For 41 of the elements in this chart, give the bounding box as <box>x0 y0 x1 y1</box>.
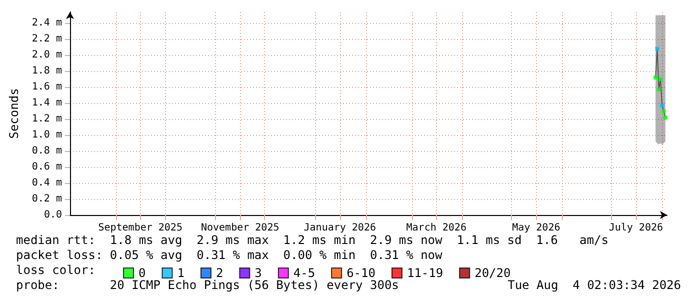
legend-label: 11-19 <box>406 266 444 280</box>
legend-title: loss color: <box>16 263 96 277</box>
x-tick-label: November 2025 <box>200 222 280 234</box>
point <box>663 115 668 120</box>
x-tick-label: July 2026 <box>608 222 664 234</box>
y-axis-title: Seconds <box>7 88 21 139</box>
legend-label: 0 <box>138 266 146 280</box>
point <box>662 109 666 114</box>
legend-label: 6-10 <box>346 266 376 280</box>
y-tick-label: 2.0 m <box>32 50 62 61</box>
legend-label: 1 <box>177 266 184 280</box>
point <box>656 88 661 92</box>
point <box>655 46 660 51</box>
point <box>658 77 662 82</box>
y-tick-label: 0.2 m <box>32 194 62 205</box>
legend-label: 2 <box>216 266 224 280</box>
x-tick-label: January 2026 <box>304 222 376 234</box>
legend-label: 4-5 <box>293 266 316 280</box>
line-series <box>655 48 666 118</box>
y-tick-label: 1.4 m <box>32 98 62 109</box>
y-tick-label: 1.0 m <box>32 130 62 141</box>
y-tick-label: 1.8 m <box>32 66 62 77</box>
point <box>660 104 664 108</box>
y-tick-label: 0.8 m <box>32 146 62 157</box>
x-tick-label: September 2025 <box>98 222 182 234</box>
legend-label: 20/20 <box>474 266 511 280</box>
text: median rtt: 1.8 ms avg 2.9 ms max 1.2 ms min 2.9 ms now 1.1 ms sd 1.6 am/s <box>16 233 608 247</box>
legend-label: 3 <box>254 266 262 280</box>
y-tick-label: 0.6 m <box>32 162 62 173</box>
x-tick-label: May 2026 <box>512 222 560 234</box>
point <box>654 76 658 80</box>
y-tick-label: 2.4 m <box>32 18 62 29</box>
y-tick-label: 1.2 m <box>32 114 62 125</box>
y-tick-label: 0.4 m <box>32 178 62 189</box>
x-tick-label: March 2026 <box>406 222 466 234</box>
y-tick-label: 2.2 m <box>32 34 62 45</box>
text: probe: 20 ICMP Echo Pings (56 Bytes) every 300s <box>16 278 399 292</box>
y-tick-label: 1.6 m <box>32 82 62 93</box>
text: Tue Aug 4 02:03:34 2026 <box>508 278 681 292</box>
y-tick-label: 0.0 <box>44 210 62 220</box>
text: packet loss: 0.05 % avg 0.31 % max 0.00 % min 0.31 % now <box>16 248 444 262</box>
